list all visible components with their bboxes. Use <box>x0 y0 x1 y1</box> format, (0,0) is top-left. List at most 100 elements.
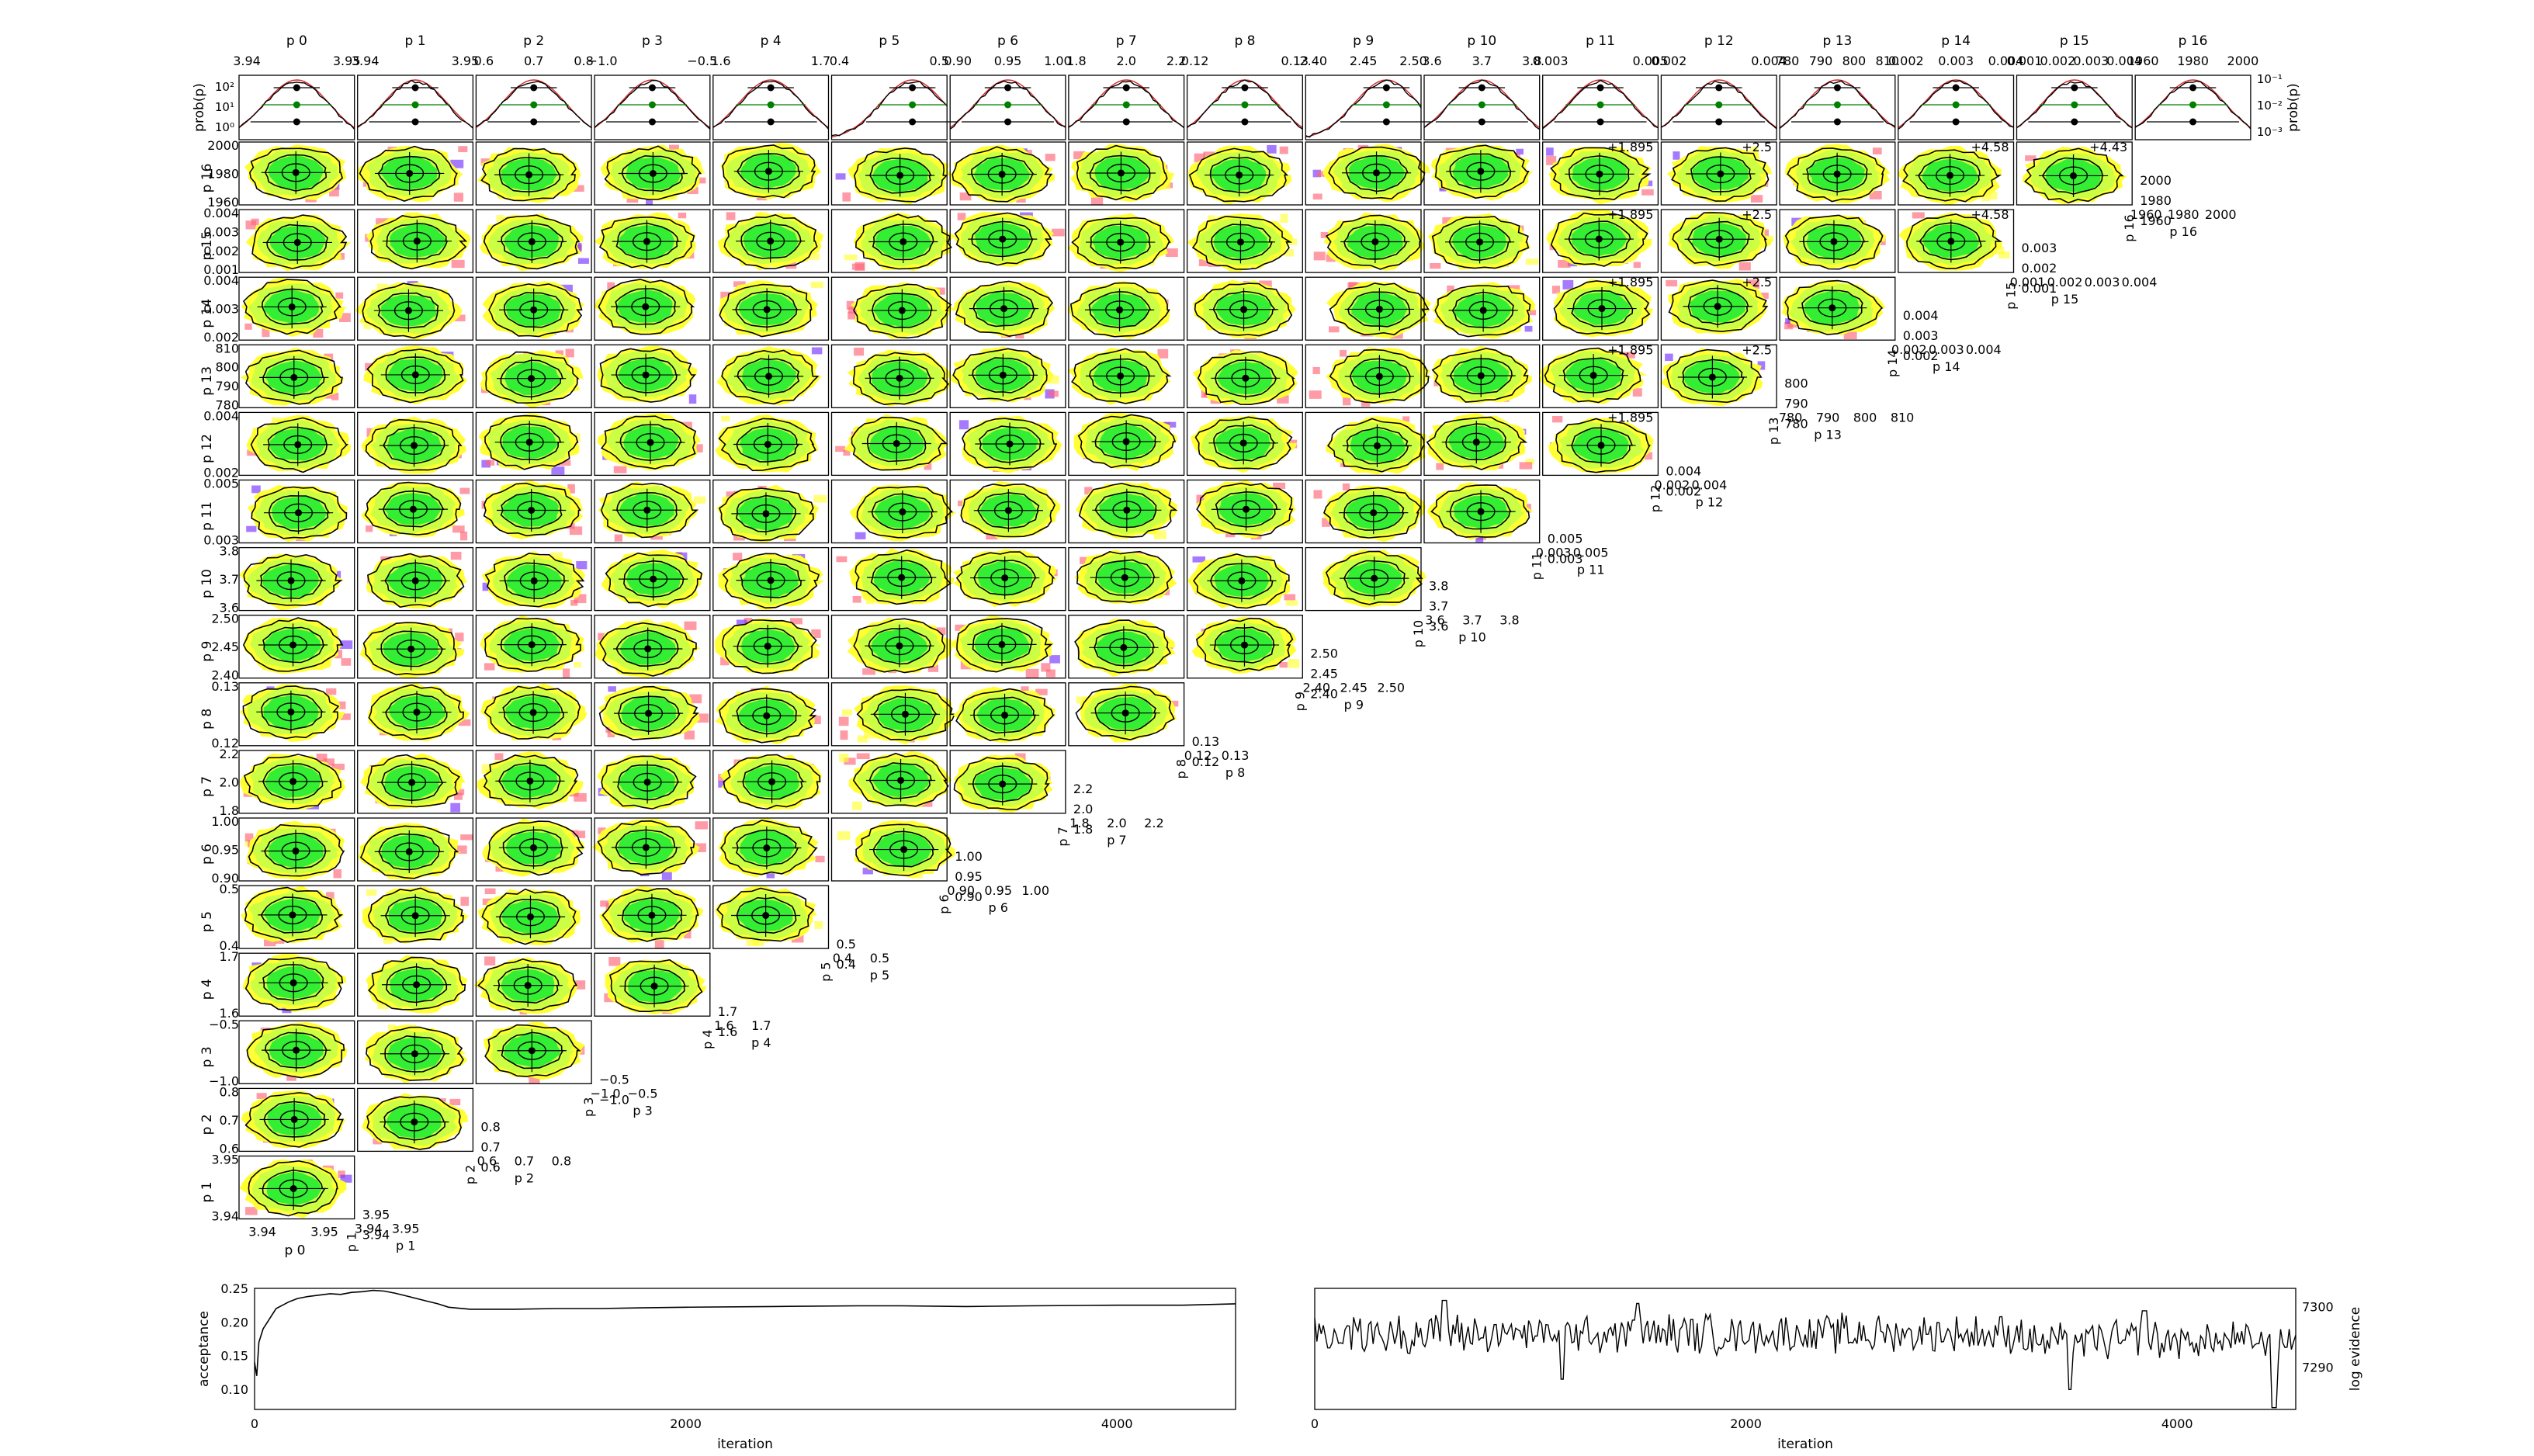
tail-bin <box>1340 349 1347 357</box>
diag-ytick: 0.001 <box>2022 281 2057 296</box>
tail-bin <box>733 281 746 287</box>
cell-p1-p13 <box>357 344 474 408</box>
diag-ylabel: p 6 <box>937 894 952 913</box>
marginal-p8: p 8 0.12 0.13 <box>1181 33 1309 140</box>
median-point <box>1120 643 1128 651</box>
cell-p4-p9 <box>712 615 830 679</box>
median-point <box>1004 507 1012 515</box>
tail-bin <box>1430 263 1441 269</box>
tail-bin <box>1288 659 1300 668</box>
tail-bin <box>726 212 736 220</box>
contour-mid <box>380 630 444 667</box>
median-point <box>1238 577 1246 584</box>
contour-outer <box>952 348 1048 402</box>
cell-frame <box>712 817 830 882</box>
diag-xtick: 0.95 <box>984 883 1012 898</box>
cell-p15-p16 <box>2016 141 2133 206</box>
tail-bin <box>1045 669 1056 678</box>
ylabel-p11: p 11 <box>199 501 215 531</box>
cell-frame <box>1305 411 1422 477</box>
cell-frame <box>1305 479 1422 544</box>
top-tick: 0.004 <box>1751 54 1787 68</box>
tail-bin <box>1169 700 1179 707</box>
ylabel-p9: p 9 <box>199 641 215 662</box>
contour-outer <box>484 617 581 672</box>
contour-outer <box>1430 484 1530 538</box>
contour-mid <box>871 493 934 530</box>
tail-bin <box>1049 375 1059 384</box>
cell-frame <box>357 682 474 747</box>
contour-outer <box>1544 347 1641 404</box>
contour-outer <box>962 418 1058 470</box>
median-point <box>411 371 419 379</box>
tail-bin <box>746 938 760 946</box>
median-point <box>288 303 296 310</box>
tail-bin <box>335 701 346 709</box>
tail-bin <box>366 889 377 896</box>
cell-frame <box>238 817 355 882</box>
diag-xlabel: p 5 <box>870 968 889 983</box>
contour-outer <box>605 552 702 608</box>
ytick: 2.0 <box>220 775 239 789</box>
interval-point <box>411 101 419 109</box>
diag-ytick: 1.7 <box>718 1004 737 1019</box>
diag-ytick: 0.003 <box>2022 241 2057 255</box>
median-point <box>2070 172 2078 179</box>
tail-bin <box>577 258 589 264</box>
contour-mid <box>385 356 446 393</box>
cell-frame <box>475 817 592 882</box>
contour-mid <box>872 224 934 261</box>
contour-outer <box>1196 617 1294 671</box>
tail-bin <box>1546 155 1557 165</box>
tail-bin <box>1080 556 1089 564</box>
xlabel-p0: p 0 <box>284 1243 305 1259</box>
diag-xlabel: p 8 <box>1225 765 1245 780</box>
tail-bin <box>341 658 352 666</box>
diag-ytick: −0.5 <box>599 1072 629 1087</box>
contour-mid <box>383 426 446 465</box>
tail-bin <box>687 186 698 195</box>
cell-frame <box>357 546 474 612</box>
contour-mid <box>1568 220 1631 258</box>
contour-mid <box>1448 223 1512 262</box>
median-point <box>901 710 909 718</box>
contour-outer <box>365 418 463 471</box>
tail-bin <box>244 833 254 842</box>
contour-outer <box>250 417 349 473</box>
top-tick: 3.7 <box>1472 54 1492 68</box>
contour-mid <box>973 696 1036 734</box>
contour-outer <box>1326 214 1422 270</box>
contour-outer <box>853 147 948 203</box>
contour-outer <box>1194 416 1293 470</box>
contour-outer <box>368 956 466 1011</box>
cell-p3-p14 <box>594 276 711 341</box>
contour-mid <box>1682 359 1745 395</box>
contour-mid <box>1562 357 1624 394</box>
median-point <box>998 640 1006 648</box>
median-point <box>413 237 421 245</box>
cell-p7-p8 <box>1068 682 1185 747</box>
marginal-frame <box>1186 75 1303 140</box>
tail-bin <box>1163 421 1177 428</box>
cell-frame <box>1779 209 1896 273</box>
cell-frame <box>594 885 711 949</box>
contour-outer <box>1197 351 1295 406</box>
interval-point <box>2189 118 2197 126</box>
contour-mid <box>500 626 563 664</box>
cell-p7-p13 <box>1067 344 1185 408</box>
contour-outer <box>251 486 348 539</box>
contour-mid <box>264 832 327 870</box>
cell-p4-p8 <box>712 682 830 747</box>
diag-xtick: 2.45 <box>1340 681 1368 695</box>
cell-p1-p16 <box>357 141 474 206</box>
contour-outer <box>367 553 465 608</box>
hist-line <box>1898 80 2014 130</box>
ytick: 0.003 <box>203 224 239 239</box>
tail-bin <box>1546 147 1554 156</box>
log-evidence-xtick: 0 <box>1311 1416 1319 1431</box>
contour-outer <box>853 352 949 406</box>
contour-outer <box>1069 282 1170 338</box>
median-point <box>900 846 908 854</box>
tail-bin <box>333 869 342 879</box>
